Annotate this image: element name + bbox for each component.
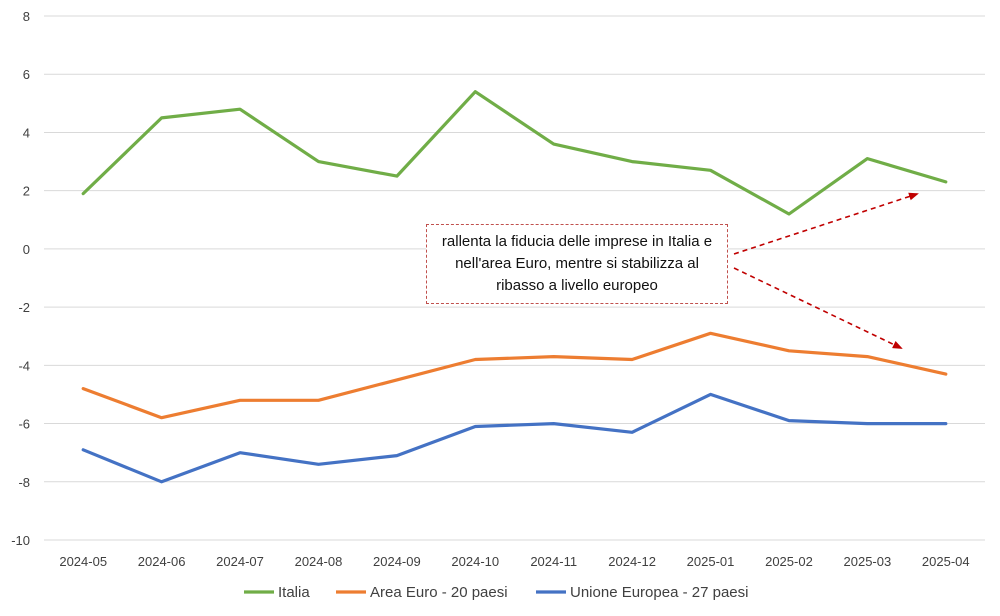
x-tick-label: 2024-11 [530,554,577,569]
y-tick-label: 4 [23,125,30,140]
x-tick-label: 2025-04 [922,554,970,569]
legend-label: Italia [278,584,310,601]
y-axis-ticks: 8 6 4 2 0 -2 -4 -6 -8 -10 [11,9,30,548]
x-tick-label: 2025-01 [687,554,735,569]
y-tick-label: 6 [23,67,30,82]
legend-label: Unione Europea - 27 paesi [570,584,748,601]
annotation-arrow-down [733,267,903,349]
legend-label: Area Euro - 20 paesi [370,584,508,601]
legend: Italia Area Euro - 20 paesi Unione Europea… [244,584,748,601]
x-tick-label: 2024-12 [608,554,656,569]
x-tick-label: 2024-06 [138,554,186,569]
x-tick-label: 2024-08 [295,554,343,569]
annotation-arrow-up [733,192,919,255]
x-tick-label: 2025-02 [765,554,813,569]
x-tick-label: 2025-03 [844,554,892,569]
x-axis-ticks: 2024-05 2024-06 2024-07 2024-08 2024-09 2024-… [59,554,969,569]
y-tick-label: 0 [23,242,30,257]
y-tick-label: 2 [23,184,30,199]
x-tick-label: 2024-07 [216,554,264,569]
x-tick-label: 2024-05 [59,554,107,569]
series-line-1 [81,331,948,420]
y-tick-label: -4 [18,358,30,373]
annotation-box: rallenta la fiducia delle imprese in Ita… [426,224,728,304]
annotation-text: rallenta la fiducia delle imprese in Ita… [441,233,713,294]
series-line-2 [81,392,948,484]
y-tick-label: 8 [23,9,30,24]
x-tick-label: 2024-09 [373,554,421,569]
y-tick-label: -2 [18,300,30,315]
x-tick-label: 2024-10 [451,554,499,569]
series-line-0 [81,90,948,216]
annotation-arrows [733,192,919,349]
y-tick-label: -6 [18,417,30,432]
y-tick-label: -8 [18,475,30,490]
series-lines [81,90,948,484]
y-tick-label: -10 [11,533,30,548]
